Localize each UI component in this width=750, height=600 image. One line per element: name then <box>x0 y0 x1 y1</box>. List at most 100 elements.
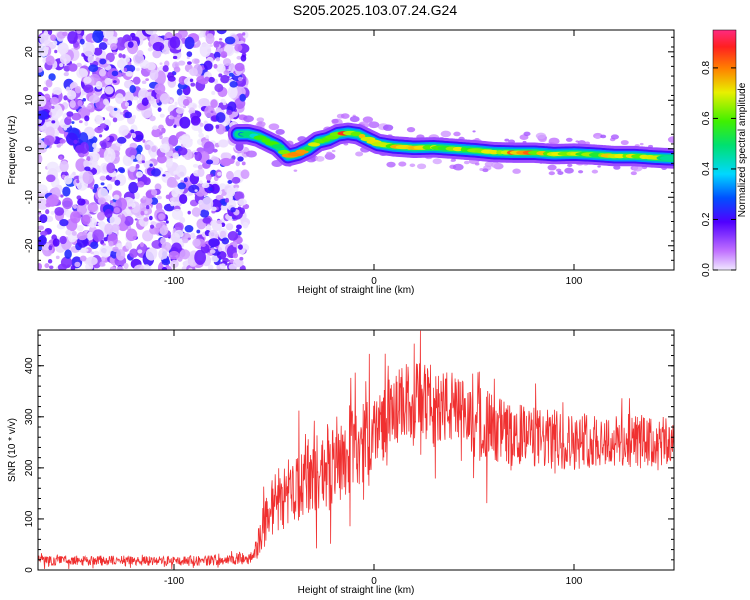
noise-speckle <box>135 171 144 178</box>
noise-speckle <box>101 256 106 262</box>
noise-speckle <box>99 261 105 267</box>
noise-speckle <box>125 228 138 242</box>
noise-speckle <box>145 247 158 261</box>
noise-speckle <box>143 217 149 222</box>
ridge-halo-speckle <box>417 163 427 170</box>
noise-speckle <box>62 186 71 197</box>
noise-speckle <box>56 144 61 148</box>
noise-speckle <box>222 58 232 66</box>
noise-speckle <box>186 51 193 58</box>
noise-speckle <box>227 259 231 262</box>
noise-speckle <box>227 101 237 112</box>
noise-speckle <box>204 105 215 118</box>
noise-speckle <box>55 255 60 260</box>
noise-speckle <box>190 232 196 239</box>
noise-speckle <box>73 139 78 145</box>
noise-speckle <box>130 129 135 134</box>
noise-speckle <box>114 179 121 186</box>
noise-speckle <box>97 197 106 205</box>
noise-speckle <box>97 222 102 226</box>
noise-speckle <box>144 210 148 215</box>
noise-speckle <box>51 120 56 124</box>
noise-speckle <box>189 78 194 83</box>
noise-speckle <box>168 134 179 147</box>
noise-speckle <box>49 265 54 270</box>
noise-speckle <box>78 132 89 145</box>
noise-speckle <box>131 133 136 139</box>
ridge-halo-speckle <box>331 149 336 153</box>
noise-speckle <box>184 225 194 233</box>
noise-speckle <box>93 47 103 56</box>
noise-speckle <box>106 60 110 65</box>
noise-speckle <box>103 30 114 40</box>
noise-speckle <box>38 95 47 107</box>
noise-speckle <box>206 159 214 165</box>
noise-speckle <box>211 90 216 96</box>
noise-speckle <box>177 147 188 156</box>
noise-speckle <box>144 144 151 151</box>
noise-speckle <box>98 68 107 77</box>
noise-speckle <box>48 73 56 81</box>
ridge-halo-speckle <box>584 141 591 145</box>
noise-speckle <box>92 229 104 242</box>
noise-speckle <box>166 158 174 167</box>
noise-speckle <box>136 144 143 153</box>
noise-speckle <box>227 85 238 99</box>
noise-speckle <box>38 198 49 210</box>
noise-speckle <box>57 263 68 270</box>
ridge-halo-speckle <box>591 169 599 174</box>
noise-speckle <box>197 164 203 170</box>
noise-speckle <box>159 143 171 153</box>
noise-speckle <box>125 71 134 77</box>
noise-speckle <box>182 238 189 244</box>
noise-speckle <box>90 186 95 190</box>
snr-x-tick-label: 0 <box>371 576 377 587</box>
noise-speckle <box>74 86 82 94</box>
spectrogram-x-tick-label: 100 <box>566 276 583 287</box>
noise-speckle <box>38 184 48 194</box>
noise-speckle <box>199 209 210 218</box>
noise-speckle <box>104 223 114 235</box>
noise-speckle <box>113 194 120 200</box>
noise-speckle <box>83 248 89 252</box>
noise-speckle <box>177 60 186 66</box>
noise-speckle <box>235 160 240 167</box>
noise-speckle <box>97 187 109 200</box>
noise-speckle <box>134 218 138 221</box>
noise-speckle <box>239 256 244 261</box>
ridge-halo-speckle <box>547 164 557 171</box>
noise-speckle <box>69 100 76 109</box>
noise-speckle <box>235 228 240 233</box>
noise-speckle <box>174 222 184 232</box>
noise-speckle <box>227 231 239 241</box>
noise-speckle <box>232 241 238 248</box>
noise-speckle <box>199 180 203 184</box>
ridge-peak <box>278 149 290 155</box>
noise-speckle <box>143 264 151 270</box>
noise-speckle <box>76 179 80 184</box>
noise-speckle <box>169 99 173 104</box>
noise-speckle <box>109 266 116 270</box>
ridge-halo-speckle <box>620 140 629 146</box>
noise-speckle <box>90 241 99 249</box>
noise-speckle <box>191 207 201 217</box>
noise-speckle <box>192 238 201 247</box>
noise-speckle <box>221 237 230 245</box>
noise-speckle <box>95 80 103 90</box>
noise-speckle <box>48 245 53 251</box>
noise-speckle <box>150 224 155 229</box>
noise-speckle <box>104 208 113 219</box>
noise-speckle <box>159 113 165 118</box>
spectrogram-y-tick-label: 20 <box>24 46 35 58</box>
ridge-halo-speckle <box>578 170 584 174</box>
noise-speckle <box>97 211 105 221</box>
noise-speckle <box>204 123 214 132</box>
noise-speckle <box>224 36 236 45</box>
noise-speckle <box>186 61 192 65</box>
noise-speckle <box>161 267 168 270</box>
noise-speckle <box>161 258 171 266</box>
ridge-halo-speckle <box>406 127 416 133</box>
noise-speckle <box>220 51 228 59</box>
noise-speckle <box>38 225 45 231</box>
noise-speckle <box>69 83 76 90</box>
